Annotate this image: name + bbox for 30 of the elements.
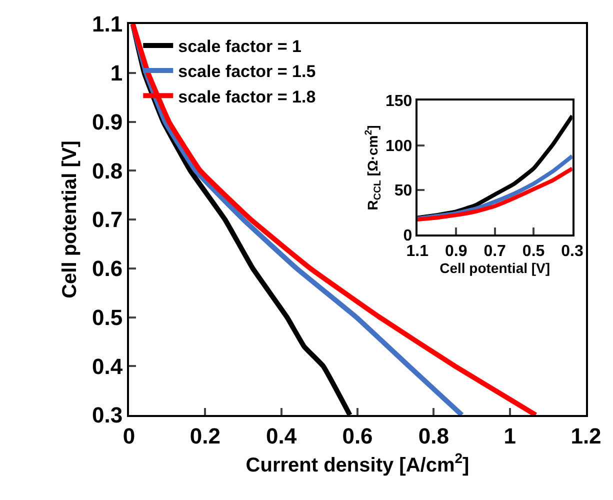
x-axis-title: Cell potential [V] (440, 260, 550, 276)
y-tick-label: 50 (394, 182, 412, 200)
legend-label: scale factor = 1.5 (178, 62, 316, 82)
x-tick-label: 0.9 (444, 242, 468, 260)
y-tick-label: 1 (110, 60, 123, 86)
legend-label: scale factor = 1 (178, 37, 302, 56)
x-tick-label: 0.2 (190, 423, 220, 448)
y-tick-label: 0.5 (92, 304, 123, 330)
y-tick-label: 150 (385, 93, 412, 110)
x-tick-label: 1.2 (570, 423, 602, 448)
y-tick-label: 0.9 (92, 109, 123, 134)
x-tick-label: 0.5 (522, 242, 545, 260)
y-axis-title: Cell potential [V] (59, 140, 82, 298)
y-tick-label: 100 (385, 138, 412, 155)
y-tick-label: 0.7 (92, 207, 123, 232)
x-tick-label: 0.7 (484, 242, 506, 260)
y-tick-label: 0.4 (92, 354, 124, 379)
x-tick-label: 0.8 (418, 423, 449, 448)
y-tick-label: 1.1 (92, 12, 123, 37)
y-tick-label: 0.3 (92, 402, 123, 428)
x-tick-label: 0.4 (266, 423, 298, 448)
x-tick-label: 1 (504, 423, 516, 448)
y-tick-label: 0.8 (92, 158, 123, 184)
line-series (417, 166, 572, 222)
x-tick-label: 0.6 (342, 423, 373, 448)
x-tick-label: 0.3 (561, 242, 584, 260)
x-axis-title: Current density [A/cm$^{2}$] (246, 450, 470, 476)
x-tick-label: 1.1 (406, 242, 429, 260)
legend-label: scale factor = 1.8 (178, 87, 316, 106)
y-tick-label: 0 (403, 227, 412, 244)
